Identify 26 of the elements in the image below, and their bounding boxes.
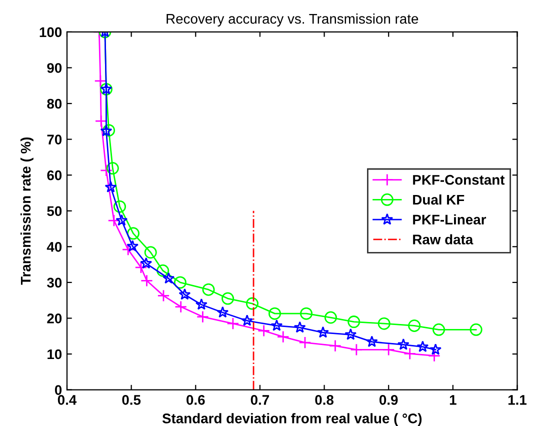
y-tick-label: 80 — [47, 98, 62, 109]
y-tick-label: 0 — [54, 385, 62, 395]
y-tick-label: 60 — [47, 170, 62, 180]
y-tick-label: 70 — [47, 134, 62, 144]
y-tick-label: 30 — [47, 278, 62, 288]
x-tick-label: 0.7 — [250, 395, 270, 405]
y-tick-label: 100 — [40, 27, 62, 38]
legend-label: Raw data — [413, 234, 474, 244]
x-tick-label: 1 — [450, 395, 456, 405]
legend-label: PKF-Constant — [413, 174, 505, 185]
y-tick-label: 10 — [48, 349, 62, 360]
y-tick-label: 90 — [47, 63, 62, 73]
x-tick-label: 0.8 — [315, 395, 334, 405]
legend-label: Dual KF — [413, 194, 464, 205]
x-tick-label: 0.6 — [186, 395, 205, 405]
y-tick-label: 20 — [47, 314, 62, 324]
x-tick-label: 0.4 — [58, 395, 77, 405]
x-tick-label: 1.1 — [508, 395, 527, 405]
x-tick-label: 0.5 — [122, 395, 141, 405]
y-tick-label: 40 — [46, 242, 62, 252]
x-tick-label: 0.9 — [379, 395, 398, 405]
legend-label: PKF-Linear — [413, 214, 486, 225]
x-axis-title: Standard deviation from real value ( °C) — [162, 413, 422, 426]
chart-title: Recovery accuracy vs. Transmission rate — [166, 14, 418, 26]
y-axis-title: Transmission rate ( %) — [20, 137, 34, 285]
y-tick-label: 50 — [47, 206, 62, 216]
